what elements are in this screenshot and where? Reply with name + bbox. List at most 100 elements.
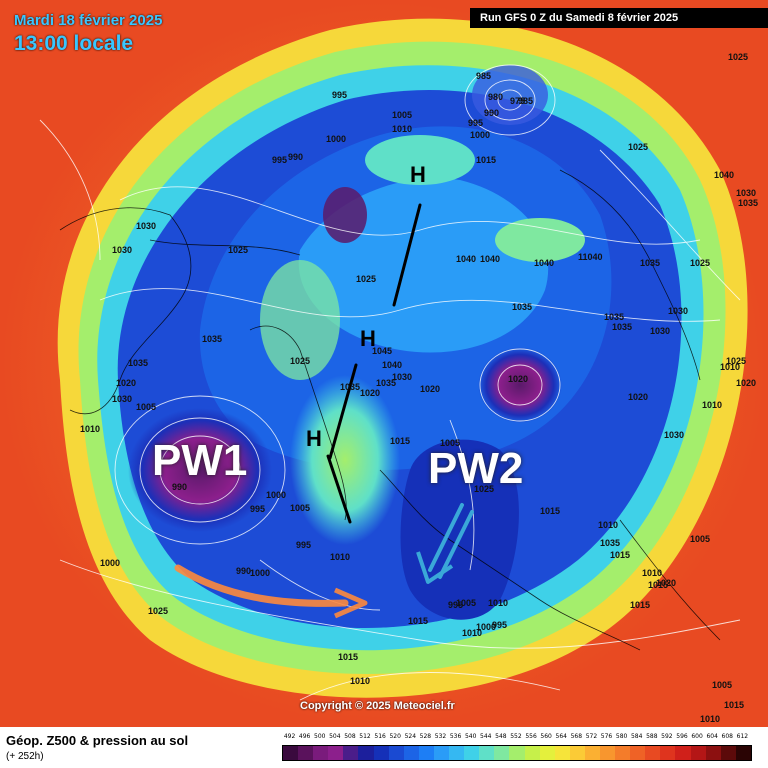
color-scale-label: 560 (540, 733, 552, 740)
color-scale-swatch (464, 746, 480, 760)
isobar-value-label: 985 (518, 96, 534, 106)
color-scale-label: 604 (706, 733, 718, 740)
color-scale-label: 520 (389, 733, 401, 740)
color-scale-label: 544 (480, 733, 492, 740)
isobar-value-label: 975 (510, 96, 526, 106)
color-scale-swatch (403, 746, 419, 760)
color-scale-swatch (645, 746, 661, 760)
isobar-value-label: 1000 (326, 134, 347, 144)
color-scale-swatch (675, 746, 691, 760)
color-scale-swatch (343, 746, 359, 760)
color-scale-label: 500 (314, 733, 326, 740)
isobar-value-label: 1040 (480, 254, 501, 264)
isobar-value-label: 1000 (266, 490, 287, 500)
model-run-info: Run GFS 0 Z du Samedi 8 février 2025 (470, 8, 768, 28)
color-scale-label: 504 (329, 733, 341, 740)
color-scale-swatch (735, 746, 751, 760)
isobar-value-label: 1005 (712, 680, 733, 690)
isobar-value-label: 990 (172, 482, 188, 492)
isobar-value-label: 1020 (360, 388, 381, 398)
isobar-value-label: 1010 (488, 598, 509, 608)
isobar-value-label: 1030 (136, 221, 157, 231)
color-scale-swatch (388, 746, 404, 760)
color-scale-label: 540 (464, 733, 477, 740)
isobar-value-label: 995 (296, 540, 312, 550)
isobar-value-label: 1025 (228, 245, 249, 255)
color-scale-label: 516 (374, 733, 386, 740)
isobar-value-label: 1015 (408, 616, 429, 626)
isobar-value-label: 1015 (338, 652, 359, 662)
isobar-value-label: 1020 (656, 578, 677, 588)
color-scale-swatch (449, 746, 465, 760)
color-scale-label: 552 (510, 733, 522, 740)
isobar-value-label: 1010 (462, 628, 483, 638)
color-scale-label: 508 (344, 733, 356, 740)
isobar-value-label: 1040 (382, 360, 403, 370)
color-scale-label: 512 (359, 733, 371, 740)
color-scale (282, 745, 752, 761)
isobar-value-label: 1030 (392, 372, 413, 382)
isobar-value-label: 1010 (720, 362, 741, 372)
weather-map: Mardi 18 février 2025 13:00 locale Run G… (0, 0, 768, 727)
isobar-value-label: 1010 (330, 552, 351, 562)
color-scale-label: 592 (661, 733, 673, 740)
isobar-value-label: 1015 (630, 600, 651, 610)
isobar-value-label: 1025 (474, 484, 495, 494)
isobar-value-label: 1025 (628, 142, 649, 152)
color-scale-swatch (509, 746, 525, 760)
isobar-value-label: 1035 (376, 378, 397, 388)
isobar-value-label: 1025 (148, 606, 169, 616)
color-scale-label: 524 (404, 733, 417, 740)
isobar-value-label: 1010 (80, 424, 101, 434)
descent-arrow-blue (416, 503, 474, 584)
color-scale-swatch (630, 746, 646, 760)
copyright: Copyright © 2025 Meteociel.fr (300, 700, 455, 712)
high-pressure-label-3: H (306, 426, 322, 451)
color-scale-swatch (358, 746, 374, 760)
isobar-value-label: 1020 (116, 378, 137, 388)
isobar-value-label: 1010 (350, 676, 371, 686)
color-scale-label: 580 (615, 733, 628, 740)
isobar-value-label: 995 (272, 155, 288, 165)
isobar-value-label: 1025 (290, 356, 311, 366)
color-scale-swatch (433, 746, 450, 760)
color-scale-swatch (599, 746, 616, 760)
isobar-value-label: 1015 (476, 155, 497, 165)
isobar-value-label: 1015 (648, 580, 669, 590)
legend-title: Géop. Z500 & pression au sol (6, 733, 189, 748)
isobar-value-label: 995 (492, 620, 508, 630)
isobar-value-label: 1040 (534, 258, 555, 268)
color-scale-label: 528 (419, 733, 432, 740)
isobar-value-label: 1020 (420, 384, 441, 394)
color-scale-swatch (328, 746, 344, 760)
isobar-value-label: 1005 (440, 438, 461, 448)
isobar-value-label: 1015 (540, 506, 561, 516)
color-scale-label: 496 (298, 733, 311, 740)
isobar-value-label: 1030 (112, 245, 133, 255)
forecast-local-time: 13:00 locale (14, 32, 134, 55)
isobar-value-label: 1005 (690, 534, 711, 544)
color-scale-swatch (283, 746, 299, 760)
isobar-value-label: 1025 (690, 258, 711, 268)
isobar-value-label: 990 (288, 152, 304, 162)
trough-axis-lines (326, 203, 422, 524)
isobar-value-label: 1030 (112, 394, 133, 404)
high-pressure-label-2: H (360, 326, 376, 351)
color-scale-label: 548 (495, 733, 507, 740)
color-scale-swatch (373, 746, 389, 760)
isobar-value-label: 1005 (456, 598, 477, 608)
isobar-value-label: 990 (236, 566, 252, 576)
color-scale-swatch (720, 746, 736, 760)
color-scale-label: 600 (691, 733, 703, 740)
isobar-value-label: 1030 (650, 326, 671, 336)
color-scale-swatch (615, 746, 631, 760)
geopotential-field (0, 0, 768, 727)
isobar-value-label: 1000 (476, 622, 497, 632)
isobar-value-label: 985 (476, 71, 492, 81)
isobar-value-label: 1040 (714, 170, 735, 180)
isobar-value-label: 1035 (202, 334, 223, 344)
isobar-value-label: 1030 (668, 306, 689, 316)
color-scale-label: 612 (736, 733, 749, 740)
color-scale-swatch (539, 746, 555, 760)
color-scale-swatch (479, 746, 495, 760)
